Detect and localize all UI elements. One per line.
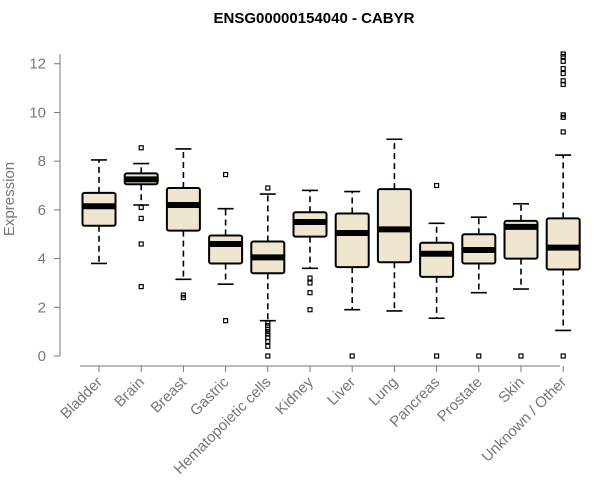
outlier-point (560, 81, 566, 88)
outlier-point (476, 353, 482, 359)
outlier-point (560, 58, 566, 64)
box-iqr (545, 217, 581, 271)
outlier-point (138, 145, 144, 151)
x-tick-label: Kidney (272, 373, 317, 418)
box-bladder (81, 159, 117, 265)
outlier-point (138, 241, 144, 247)
box-iqr (376, 188, 412, 264)
outlier-point (560, 70, 566, 77)
x-tick-label: Breast (148, 373, 191, 416)
outlier-point (265, 338, 271, 344)
box-brain (123, 145, 159, 290)
y-tick-label: 12 (29, 56, 46, 73)
outlier-point (518, 353, 524, 359)
box-prostate (461, 216, 497, 359)
outlier-point (560, 53, 566, 60)
box-series (81, 51, 581, 359)
outlier-point (434, 182, 440, 189)
box-gastric (208, 171, 244, 324)
chart-title: ENSG00000154040 - CABYR (214, 10, 415, 27)
box-iqr (165, 186, 201, 232)
outlier-point (307, 275, 313, 281)
y-tick-label: 4 (38, 251, 46, 268)
y-tick-label: 0 (38, 348, 46, 365)
outlier-point (307, 290, 313, 296)
outlier-point (138, 215, 144, 221)
x-tick-label: Prostate (434, 374, 486, 426)
y-axis-ticks: 0 2 4 6 8 10 12 (29, 56, 60, 365)
box-breast (165, 148, 201, 301)
outlier-point (307, 307, 313, 313)
box-hematopoietic-cells (250, 185, 286, 359)
outlier-point (349, 353, 355, 359)
box-iqr (419, 241, 455, 278)
y-tick-label: 8 (38, 153, 46, 170)
box-lung (376, 138, 412, 312)
outlier-point (138, 204, 144, 211)
outlier-point (265, 185, 271, 191)
outlier-point (138, 283, 144, 290)
outlier-point (223, 318, 229, 324)
x-tick-label: Lung (366, 374, 402, 410)
box-liver (334, 190, 370, 359)
outlier-point (180, 294, 186, 301)
outlier-point (307, 280, 313, 286)
box-unknown-other (545, 51, 581, 359)
y-tick-label: 6 (38, 202, 46, 219)
box-iqr (208, 234, 244, 265)
box-iqr (503, 219, 539, 260)
box-iqr (334, 212, 370, 269)
x-tick-label: Bladder (57, 374, 106, 423)
outlier-point (560, 114, 566, 120)
outlier-point (560, 129, 566, 135)
x-tick-label: Brain (111, 374, 148, 411)
box-kidney (292, 189, 328, 313)
y-tick-label: 2 (38, 299, 46, 316)
x-tick-label: Skin (495, 374, 528, 407)
outlier-point (560, 66, 566, 72)
box-pancreas (419, 182, 455, 359)
outlier-point (265, 353, 271, 359)
box-skin (503, 202, 539, 359)
x-tick-label: Liver (324, 374, 359, 409)
outlier-point (223, 171, 229, 178)
outlier-point (265, 343, 271, 349)
y-axis-label: Expression (1, 162, 18, 236)
outlier-point (560, 353, 566, 359)
box-iqr (81, 191, 117, 227)
y-tick-label: 10 (29, 104, 46, 121)
outlier-point (434, 353, 440, 359)
